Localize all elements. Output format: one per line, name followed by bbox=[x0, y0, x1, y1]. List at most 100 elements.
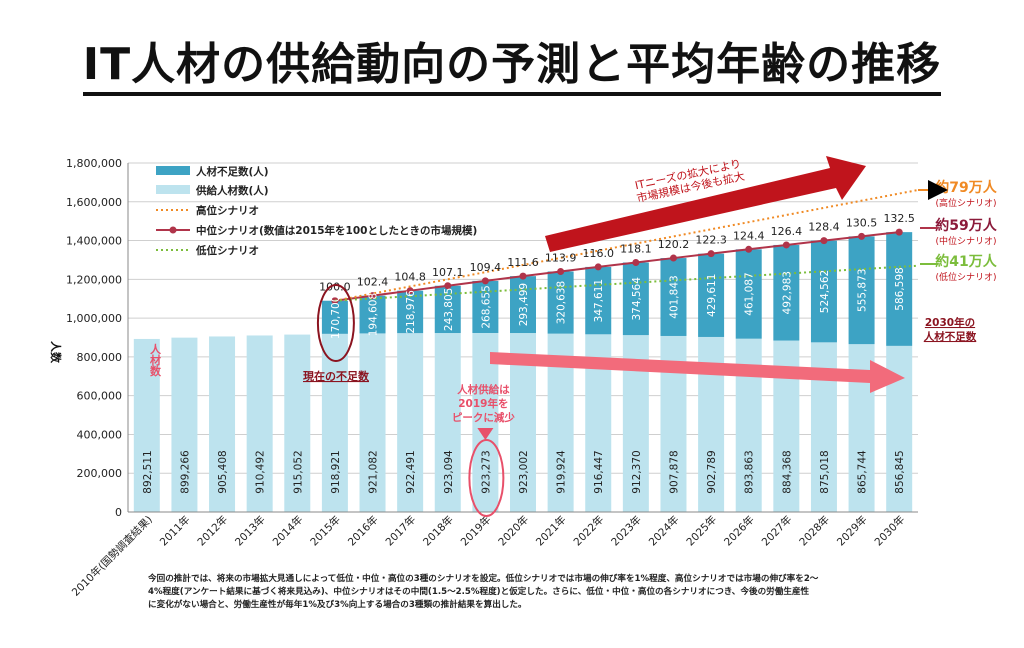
x-tick-label: 2016年 bbox=[345, 513, 381, 549]
mid-index-label: 128.4 bbox=[808, 221, 840, 234]
supply-value-label: 918,921 bbox=[330, 450, 342, 493]
supply-value-label: 923,094 bbox=[443, 450, 455, 494]
mid-scenario-point bbox=[820, 237, 828, 245]
peak-down-arrow bbox=[477, 428, 494, 440]
supply-bar bbox=[171, 337, 198, 512]
supply-bar bbox=[434, 333, 461, 512]
shortage-value-label: 320,638 bbox=[556, 281, 568, 324]
high-sub-label: (高位シナリオ) bbox=[935, 197, 996, 209]
mid-scenario-point bbox=[632, 258, 640, 266]
peak-note-text: 人材供給は bbox=[457, 383, 510, 396]
x-tick-label: 2010年(国勢調査結果) bbox=[69, 513, 155, 599]
mid-scenario-point bbox=[745, 245, 753, 253]
low-total-label: 約41万人 bbox=[935, 253, 997, 270]
shortage-value-label: 268,655 bbox=[480, 285, 492, 328]
y-tick-label: 1,000,000 bbox=[66, 312, 122, 325]
supply-value-label: 921,082 bbox=[368, 450, 380, 493]
mid-index-label: 118.1 bbox=[620, 242, 652, 255]
y-tick-label: 600,000 bbox=[77, 390, 123, 403]
supply-value-label: 905,408 bbox=[217, 450, 229, 493]
mid-scenario-point bbox=[481, 277, 489, 285]
mid-scenario-point bbox=[895, 228, 903, 236]
shortage-bar bbox=[848, 236, 875, 345]
legend-label: 人材不足数(人) bbox=[196, 165, 269, 178]
x-tick-label: 2012年 bbox=[195, 513, 231, 549]
peak-note-text: ピークに減少 bbox=[452, 411, 515, 424]
shortage-bar bbox=[773, 244, 800, 341]
shortage-bar bbox=[698, 253, 725, 337]
supply-value-label: 919,924 bbox=[556, 450, 568, 494]
x-tick-label: 2011年 bbox=[157, 513, 193, 549]
shortage-value-label: 194,608 bbox=[368, 293, 380, 336]
supply-bar bbox=[397, 333, 424, 512]
mid-index-label: 109.4 bbox=[470, 261, 502, 274]
shortage-2030-label: 2030年の bbox=[925, 316, 975, 329]
supply-value-label: 912,370 bbox=[631, 450, 643, 493]
x-tick-label: 2024年 bbox=[646, 513, 682, 549]
legend-label: 中位シナリオ(数値は2015年を100としたときの市場規模) bbox=[196, 224, 477, 237]
x-tick-label: 2018年 bbox=[420, 513, 456, 549]
y-tick-label: 200,000 bbox=[77, 467, 123, 480]
x-tick-label: 2019年 bbox=[458, 513, 494, 549]
x-tick-label: 2023年 bbox=[608, 513, 644, 549]
footnote-line: 今回の推計では、将来の市場拡大見通しによって低位・中位・高位の3種のシナリオを設… bbox=[148, 574, 819, 584]
high-total-label: 約79万人 bbox=[935, 179, 997, 196]
mid-scenario-point bbox=[557, 267, 565, 275]
supply-bar-label: 人材数 bbox=[149, 342, 162, 377]
supply-value-label: 856,845 bbox=[894, 450, 906, 493]
peak-circle bbox=[468, 439, 505, 517]
mid-index-label: 116.0 bbox=[582, 247, 614, 260]
mid-index-label: 124.4 bbox=[733, 229, 765, 242]
y-tick-label: 0 bbox=[115, 506, 122, 519]
supply-value-label: 899,266 bbox=[179, 450, 191, 494]
decline-arrow bbox=[490, 352, 905, 393]
mid-index-label: 130.5 bbox=[846, 216, 878, 229]
mid-scenario-point bbox=[594, 263, 602, 271]
shortage-value-label: 429,611 bbox=[706, 274, 718, 317]
x-tick-label: 2030年 bbox=[872, 513, 908, 549]
shortage-bar bbox=[397, 290, 424, 334]
supply-value-label: 915,052 bbox=[292, 450, 304, 493]
footnote: 今回の推計では、将来の市場拡大見通しによって低位・中位・高位の3種のシナリオを設… bbox=[148, 573, 908, 612]
shortage-value-label: 293,499 bbox=[518, 283, 530, 326]
shortage-2030-label: 人材不足数 bbox=[924, 330, 977, 343]
low-scenario-line bbox=[334, 264, 918, 302]
mid-index-label: 132.5 bbox=[883, 212, 915, 225]
y-tick-label: 400,000 bbox=[77, 428, 123, 441]
supply-value-label: 902,789 bbox=[706, 450, 718, 493]
x-tick-label: 2029年 bbox=[834, 513, 870, 549]
y-tick-label: 1,400,000 bbox=[66, 235, 122, 248]
market-growth-arrow bbox=[545, 156, 866, 252]
current-shortage-circle bbox=[316, 284, 355, 362]
mid-index-label: 126.4 bbox=[771, 225, 803, 238]
x-tick-label: 2028年 bbox=[797, 513, 833, 549]
mid-index-label: 120.2 bbox=[658, 238, 690, 251]
low-sub-label: (低位シナリオ) bbox=[935, 271, 996, 283]
mid-index-label: 122.3 bbox=[695, 234, 727, 247]
supply-value-label: 875,018 bbox=[819, 450, 831, 493]
x-tick-label: 2025年 bbox=[684, 513, 720, 549]
supply-bar bbox=[246, 335, 273, 512]
shortage-bar bbox=[886, 232, 913, 346]
x-tick-label: 2013年 bbox=[232, 513, 268, 549]
shortage-value-label: 555,873 bbox=[857, 269, 869, 312]
peak-note-text: 2019年を bbox=[458, 397, 508, 410]
x-tick-label: 2021年 bbox=[533, 513, 569, 549]
mid-scenario-point bbox=[519, 272, 527, 280]
shortage-bar bbox=[735, 249, 762, 339]
shortage-value-label: 170,700 bbox=[330, 296, 342, 339]
y-tick-label: 1,600,000 bbox=[66, 196, 122, 209]
legend-label: 供給人材数(人) bbox=[195, 184, 269, 197]
supply-value-label: 922,491 bbox=[405, 450, 417, 493]
supply-value-label: 923,273 bbox=[480, 450, 492, 493]
supply-bar bbox=[359, 333, 386, 512]
supply-bar bbox=[133, 338, 160, 512]
supply-bar bbox=[284, 334, 311, 512]
page-title: IT人材の供給動向の予測と平均年齢の推移 bbox=[0, 28, 1024, 96]
mid-scenario-point bbox=[858, 232, 866, 240]
shortage-bar bbox=[810, 240, 837, 343]
supply-bar bbox=[321, 333, 348, 512]
footnote-line: に変化がない場合と、労働生産性が毎年1%及び3%向上する場合の3種類の推計結果を… bbox=[148, 600, 527, 610]
shortage-value-label: 218,976 bbox=[405, 290, 417, 334]
shortage-value-label: 492,983 bbox=[781, 271, 793, 314]
